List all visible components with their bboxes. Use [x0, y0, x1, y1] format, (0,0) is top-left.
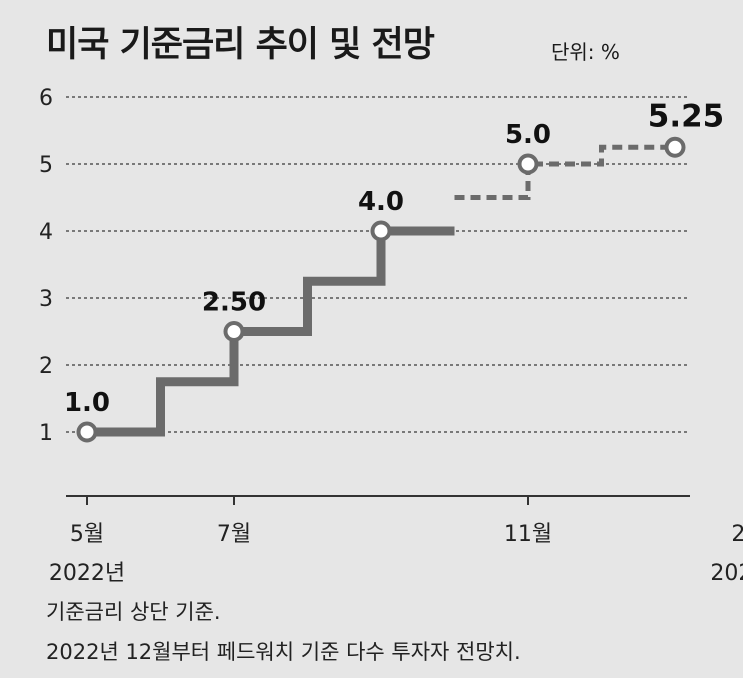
x-tick-year-3: 2023년 [710, 561, 743, 586]
x-axis: 5월2022년7월11월2월2023년5월 [49, 495, 743, 586]
x-tick-label-3: 2월 [731, 522, 743, 547]
footnote-forecast: 2022년 12월부터 페드워치 기준 다수 투자자 전망치. [46, 640, 521, 664]
unit-label: 단위: % [551, 40, 620, 64]
data-label-3: 5.0 [505, 120, 551, 150]
y-tick-label-4: 4 [39, 220, 53, 245]
x-tick-year-0: 2022년 [49, 561, 125, 586]
y-tick-label-6: 6 [39, 86, 53, 111]
actual-rate-line [87, 226, 455, 437]
data-markers: 1.0 2.50 4.0 5.0 5.25 [64, 98, 725, 443]
marker-4 [664, 136, 686, 158]
x-tick-label-2: 11월 [504, 522, 552, 547]
marker-0 [76, 421, 98, 443]
data-label-4: 5.25 [648, 98, 725, 134]
marker-1 [223, 321, 245, 342]
data-label-2: 4.0 [358, 187, 404, 217]
y-tick-label-2: 2 [39, 354, 53, 379]
data-label-0: 1.0 [64, 388, 110, 418]
chart-title: 미국 기준금리 추이 및 전망 [46, 25, 435, 65]
x-tick-label-0: 5월 [70, 522, 104, 547]
forecast-rate-line [454, 144, 675, 200]
y-tick-label-5: 5 [39, 153, 53, 178]
y-tick-label-1: 1 [39, 421, 53, 446]
y-tick-label-3: 3 [39, 287, 53, 312]
y-axis-ticks: 1 2 3 4 5 6 [39, 86, 53, 446]
series-lines [87, 144, 675, 437]
x-tick-label-1: 7월 [217, 522, 251, 547]
data-label-1: 2.50 [202, 288, 266, 318]
footnote-basis: 기준금리 상단 기준. [46, 600, 221, 624]
marker-3 [517, 153, 539, 175]
marker-2 [370, 220, 392, 242]
